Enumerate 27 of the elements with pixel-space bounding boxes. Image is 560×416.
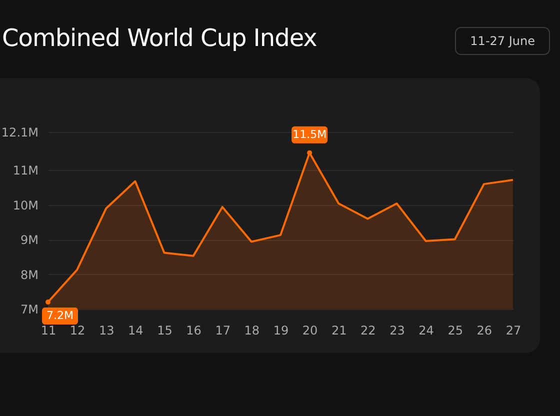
chart-subtitle: 11-27 June (455, 27, 550, 55)
x-tick-label: 16 (186, 324, 202, 338)
x-tick-label: 12 (70, 324, 86, 338)
y-tick-label: 9M (20, 233, 38, 248)
x-tick-label: 27 (506, 324, 522, 338)
x-tick-label: 24 (418, 324, 434, 338)
y-tick-label: 12.1M (1, 126, 38, 140)
x-tick-label: 13 (98, 324, 114, 338)
x-tick-label: 15 (157, 324, 172, 338)
data-label: 7.2M (46, 309, 74, 322)
x-tick-label: 26 (476, 324, 492, 338)
x-tick-label: 21 (331, 324, 347, 338)
x-tick-label: 22 (360, 324, 376, 338)
data-label: 11.5M (292, 128, 327, 141)
y-tick-label: 7M (20, 302, 38, 316)
y-tick-label: 11M (12, 164, 38, 178)
x-tick-label: 20 (302, 324, 318, 338)
y-tick-label: 10M (12, 198, 38, 212)
chart-title: Combined World Cup Index (2, 24, 317, 52)
x-tick-label: 23 (390, 324, 405, 338)
x-tick-label: 14 (128, 324, 144, 338)
x-tick-label: 11 (40, 324, 56, 338)
x-tick-label: 18 (244, 324, 260, 338)
x-tick-label: 17 (215, 324, 231, 338)
x-tick-label: 19 (273, 324, 289, 338)
y-tick-label: 8M (20, 268, 38, 282)
x-tick-label: 25 (448, 324, 464, 338)
